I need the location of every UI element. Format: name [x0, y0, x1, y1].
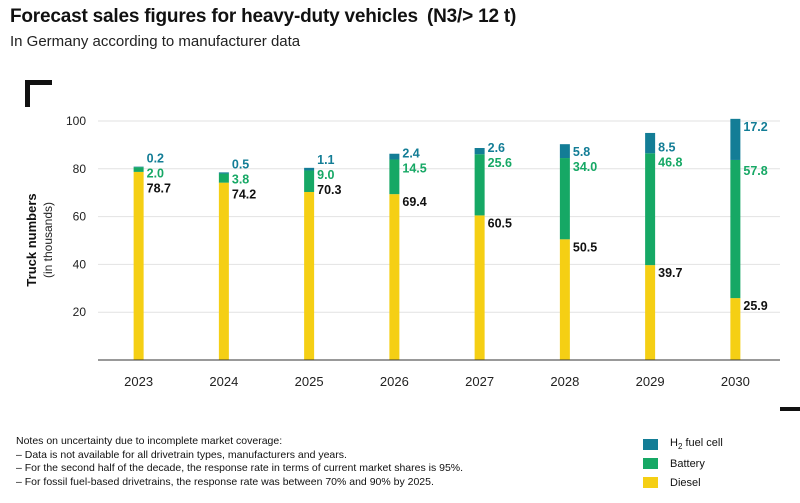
value-label-h2: 17.2 [743, 120, 767, 134]
notes-item: – Data is not available for all drivetra… [16, 448, 347, 461]
bar-segment-battery [474, 154, 485, 216]
bar-segment-battery [645, 153, 656, 266]
chart-subtitle: In Germany according to manufacturer dat… [10, 33, 301, 50]
value-label-diesel: 74.2 [232, 187, 256, 201]
value-label-h2: 8.5 [658, 140, 675, 154]
value-label-diesel: 78.7 [147, 182, 171, 196]
notes-block: Notes on uncertainty due to incomplete m… [16, 435, 463, 489]
bar-segment-diesel [645, 265, 656, 360]
notes-item: – For fossil fuel-based drivetrains, the… [16, 475, 434, 488]
bar-segment-diesel [218, 182, 229, 360]
legend-item-h2: H2 fuel cell [643, 435, 723, 454]
bar-segment-h2-fuel-cell [730, 118, 741, 160]
value-label-h2: 0.2 [147, 152, 164, 166]
x-tick-label: 2023 [124, 374, 153, 389]
bar-segment-battery [218, 173, 229, 183]
x-tick-label: 2026 [380, 374, 409, 389]
bar-segment-h2-fuel-cell [559, 144, 570, 159]
bar-segment-diesel [730, 298, 741, 360]
value-label-diesel: 50.5 [573, 240, 597, 254]
value-label-h2: 5.8 [573, 145, 590, 159]
legend-swatch-battery [643, 458, 658, 469]
value-label-diesel: 39.7 [658, 266, 682, 280]
legend-swatch-h2 [643, 439, 658, 450]
x-tick-label: 2027 [465, 374, 494, 389]
value-label-battery: 9.0 [317, 168, 334, 182]
y-axis-title: Truck numbers [24, 193, 39, 286]
bar-segment-h2-fuel-cell [645, 132, 656, 154]
value-label-battery: 46.8 [658, 155, 682, 169]
legend-label-battery: Battery [670, 457, 705, 470]
y-tick-label: 40 [73, 257, 87, 271]
edge-dash-decoration [780, 407, 800, 411]
y-tick-label: 20 [73, 305, 87, 319]
value-label-battery: 34.0 [573, 160, 597, 174]
value-label-battery: 14.5 [402, 161, 426, 175]
bar-segment-battery [304, 170, 315, 192]
bar-segment-diesel [133, 171, 144, 360]
value-label-h2: 1.1 [317, 153, 334, 167]
notes-item: – For the second half of the decade, the… [16, 462, 464, 475]
legend-swatch-diesel [643, 477, 658, 488]
corner-bracket-decoration [25, 80, 52, 107]
x-tick-label: 2030 [721, 374, 750, 389]
value-label-h2: 2.4 [402, 146, 419, 160]
value-label-battery: 2.0 [147, 167, 164, 181]
value-label-diesel: 69.4 [402, 195, 426, 209]
legend-item-diesel: Diesel [643, 473, 723, 492]
legend-label-diesel: Diesel [670, 476, 701, 489]
x-tick-label: 2025 [295, 374, 324, 389]
bar-segment-diesel [474, 215, 485, 360]
legend: H2 fuel cell Battery Diesel [643, 435, 723, 492]
notes-heading: Notes on uncertainty due to incomplete m… [16, 435, 283, 447]
bar-segment-battery [730, 159, 741, 299]
value-label-h2: 2.6 [488, 141, 505, 155]
value-label-battery: 3.8 [232, 172, 249, 186]
chart-title-main: Forecast sales figures for heavy-duty ve… [10, 6, 418, 27]
x-tick-label: 2024 [209, 374, 238, 389]
chart-title-suffix: (N3/> 12 t) [427, 6, 517, 27]
y-tick-label: 60 [73, 210, 87, 224]
value-label-diesel: 60.5 [488, 216, 512, 230]
bar-segment-diesel [559, 239, 570, 360]
value-label-h2: 0.5 [232, 157, 249, 171]
value-label-diesel: 70.3 [317, 183, 341, 197]
bar-segment-h2-fuel-cell [389, 153, 400, 160]
chart-title: Forecast sales figures for heavy-duty ve… [10, 6, 516, 28]
bar-segment-battery [389, 159, 400, 195]
x-tick-label: 2029 [636, 374, 665, 389]
bar-segment-diesel [389, 194, 400, 360]
bar-segment-battery [133, 167, 144, 172]
value-label-battery: 25.6 [488, 156, 512, 170]
x-tick-label: 2028 [550, 374, 579, 389]
value-label-battery: 57.8 [743, 164, 767, 178]
value-label-diesel: 25.9 [743, 299, 767, 313]
y-axis-subtitle: (in thousands) [41, 202, 55, 278]
bar-segment-h2-fuel-cell [218, 172, 229, 174]
legend-item-battery: Battery [643, 454, 723, 473]
y-tick-label: 80 [73, 162, 87, 176]
legend-label-h2: H2 fuel cell [670, 437, 723, 452]
y-tick-label: 100 [66, 114, 86, 128]
bar-segment-battery [559, 158, 570, 240]
bar-segment-h2-fuel-cell [474, 148, 485, 155]
bar-segment-h2-fuel-cell [304, 167, 315, 171]
bar-segment-diesel [304, 191, 315, 360]
